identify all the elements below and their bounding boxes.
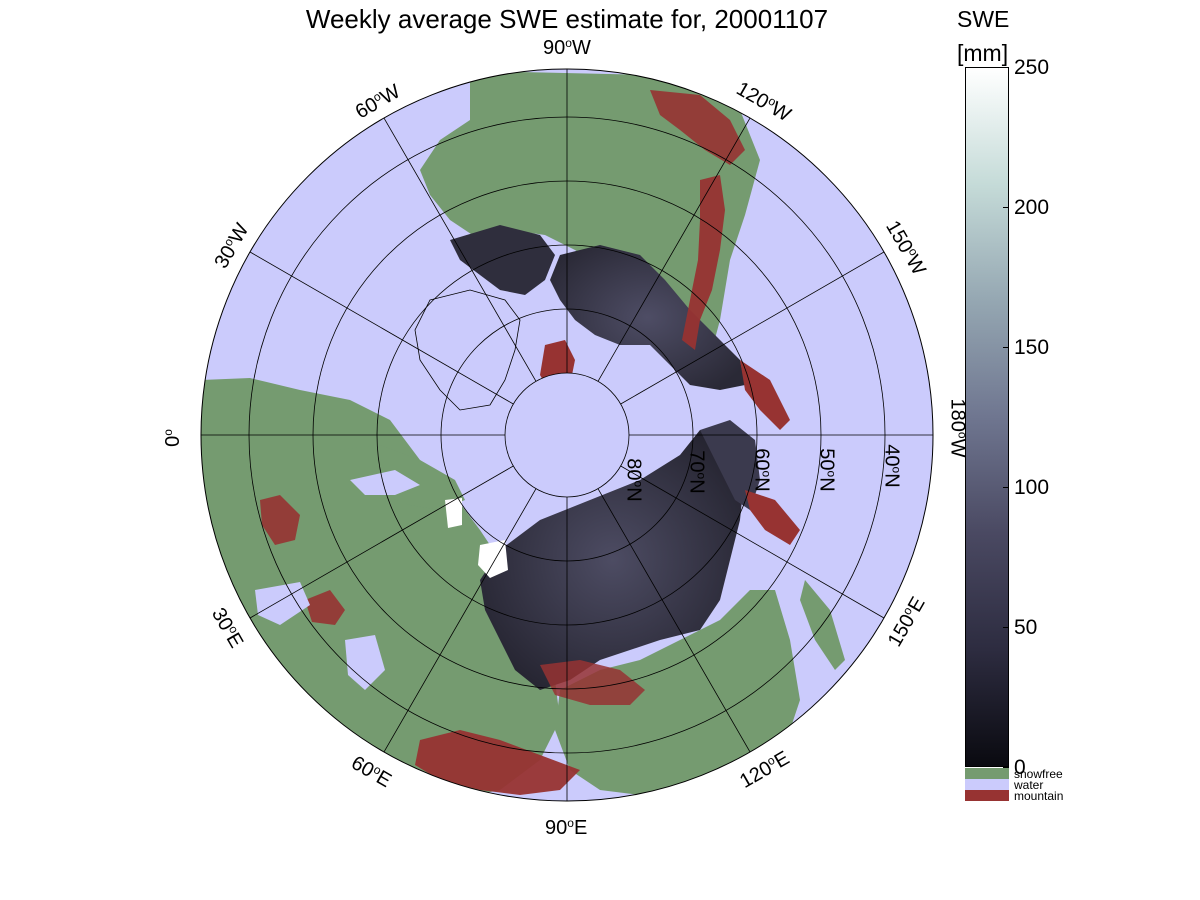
tibet-mountain bbox=[540, 660, 645, 705]
himalaya-mountain bbox=[415, 730, 580, 795]
colorbar-tick-label: 200 bbox=[1014, 196, 1050, 219]
colorbar-tick-mark bbox=[1003, 767, 1009, 768]
kamchatka-mountain bbox=[745, 490, 800, 545]
north-america-snow bbox=[550, 245, 745, 390]
coast-mountain bbox=[650, 90, 745, 165]
meridian-line bbox=[597, 488, 751, 753]
colorbar-tick-mark bbox=[1003, 347, 1009, 348]
meridian-line bbox=[383, 488, 537, 753]
label-90e: 90oE bbox=[545, 816, 588, 839]
meridian-line bbox=[249, 465, 514, 619]
label-90w: 90oW bbox=[543, 36, 591, 59]
meridian-line bbox=[597, 117, 751, 382]
rockies-mountain bbox=[682, 175, 725, 350]
eurasia-snow bbox=[480, 430, 745, 690]
colorbar-tick-label: 150 bbox=[1014, 336, 1050, 359]
colorbar-unit: [mm] bbox=[957, 40, 1009, 66]
map-boundary bbox=[200, 68, 934, 802]
meridians bbox=[201, 69, 933, 801]
label-50n: 50oN bbox=[815, 448, 839, 492]
class-label-water: water bbox=[1014, 778, 1044, 792]
colorbar-tick-mark bbox=[1003, 487, 1009, 488]
north-america-snowfree bbox=[420, 72, 760, 360]
east-asia-snowfree bbox=[555, 590, 800, 800]
class-label-mountain: mountain bbox=[1014, 789, 1064, 803]
colorbar-title: SWE bbox=[957, 6, 1010, 32]
colorbar-tick-mark bbox=[1003, 627, 1009, 628]
colorbar-gradient bbox=[965, 67, 1009, 767]
colorbar-tick-label: 250 bbox=[1014, 56, 1050, 79]
colorbar-tick-label: 100 bbox=[1014, 476, 1050, 499]
high-swe-patch-2 bbox=[445, 498, 462, 528]
colorbar-tick-label: 50 bbox=[1014, 616, 1038, 639]
caucasus-mountain bbox=[305, 590, 345, 625]
meridian-line bbox=[620, 465, 885, 619]
alps-mountain bbox=[260, 495, 300, 545]
black-sea bbox=[255, 582, 310, 625]
caspian-sea bbox=[345, 635, 385, 690]
meridian-line bbox=[249, 251, 514, 405]
class-label-snowfree: snowfree bbox=[1014, 767, 1063, 781]
label-70n: 70oN bbox=[685, 450, 709, 494]
label-80n: 80oN bbox=[622, 458, 646, 502]
colorbar-tick-mark bbox=[1003, 67, 1009, 68]
meridian-line bbox=[383, 117, 537, 382]
alaska-mountain bbox=[740, 360, 790, 430]
class-swatch-snowfree bbox=[965, 768, 1009, 779]
colorbar-tick-label: 0 bbox=[1014, 756, 1026, 779]
meridian-line bbox=[620, 251, 885, 405]
class-swatch-mountain bbox=[965, 790, 1009, 801]
class-swatch-water bbox=[965, 779, 1009, 790]
arctic-ocean bbox=[505, 373, 629, 497]
map-title: Weekly average SWE estimate for, 2000110… bbox=[305, 4, 829, 34]
label-60n: 60oN bbox=[750, 448, 774, 492]
label-40n: 40oN bbox=[880, 444, 904, 488]
siberia-snow-east bbox=[700, 420, 760, 510]
arctic-islands-snow bbox=[450, 225, 555, 295]
japan-snowfree bbox=[800, 580, 845, 670]
baltic-sea bbox=[350, 470, 420, 495]
map-disc bbox=[201, 69, 933, 801]
greenland-outline bbox=[414, 289, 521, 411]
label-0: 0o bbox=[160, 429, 184, 447]
colorbar-tick-mark bbox=[1003, 207, 1009, 208]
